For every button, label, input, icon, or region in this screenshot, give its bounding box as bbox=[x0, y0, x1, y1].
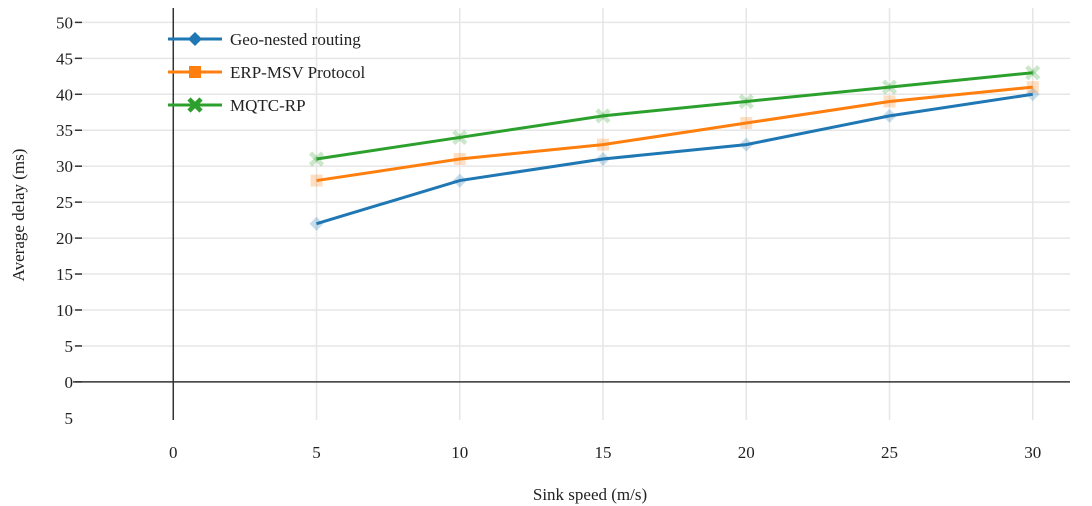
legend: Geo-nested routing ERP-MSV Protocol MQTC-R… bbox=[168, 30, 366, 115]
x-marker-stroke bbox=[1025, 65, 1041, 81]
legend-marker bbox=[187, 97, 203, 113]
x-tick-label: 30 bbox=[1024, 443, 1041, 462]
y-tick-label: 10 bbox=[56, 301, 73, 320]
x-marker-stroke bbox=[881, 79, 898, 95]
y-tick-label: 0 bbox=[65, 373, 74, 392]
data-point bbox=[452, 173, 467, 188]
series-1 bbox=[309, 87, 1040, 231]
data-point bbox=[738, 93, 754, 110]
x-marker-stroke bbox=[1025, 65, 1041, 81]
x-tick-label: 5 bbox=[312, 443, 321, 462]
data-point bbox=[1025, 87, 1040, 102]
x-tick-label: 15 bbox=[595, 443, 612, 462]
x-marker-stroke bbox=[452, 129, 468, 146]
series-3 bbox=[308, 65, 1041, 167]
y-axis-title: Average delay (ms) bbox=[9, 149, 28, 282]
x-axis-title: Sink speed (m/s) bbox=[533, 485, 647, 504]
y-tick-label: 25 bbox=[56, 193, 73, 212]
data-point bbox=[739, 137, 754, 152]
legend-marker bbox=[189, 66, 201, 78]
legend-marker bbox=[188, 32, 202, 46]
y-tick-label: 20 bbox=[56, 229, 73, 248]
x-marker-stroke bbox=[738, 93, 754, 110]
grid bbox=[73, 8, 1070, 420]
y-tick-label: 45 bbox=[56, 49, 73, 68]
data-point bbox=[595, 108, 611, 124]
legend-label: ERP-MSV Protocol bbox=[230, 63, 366, 82]
x-marker-stroke bbox=[187, 97, 203, 113]
x-marker-stroke bbox=[308, 151, 325, 167]
y-tick-label: 15 bbox=[56, 265, 73, 284]
x-marker-stroke bbox=[452, 129, 468, 146]
x-marker-stroke bbox=[738, 93, 754, 110]
x-tick-label: 10 bbox=[451, 443, 468, 462]
y-tick-label: 50 bbox=[56, 13, 73, 32]
series-2 bbox=[310, 81, 1039, 187]
x-marker-stroke bbox=[881, 79, 898, 95]
series-line bbox=[316, 92, 1033, 226]
y-tick-label: 5 bbox=[65, 409, 74, 428]
x-marker-stroke bbox=[308, 151, 325, 167]
y-tick-label: 35 bbox=[56, 121, 73, 140]
y-tick-label: 40 bbox=[56, 85, 73, 104]
legend-label: MQTC-RP bbox=[230, 96, 306, 115]
legend-item-2: ERP-MSV Protocol bbox=[168, 63, 366, 82]
legend-item-1: Geo-nested routing bbox=[168, 30, 361, 49]
data-point bbox=[308, 151, 325, 167]
x-tick-label: 20 bbox=[738, 443, 755, 462]
x-tick-label: 25 bbox=[881, 443, 898, 462]
data-point bbox=[309, 216, 324, 231]
series-layer bbox=[308, 65, 1041, 231]
legend-label: Geo-nested routing bbox=[230, 30, 361, 49]
series-line bbox=[316, 85, 1033, 183]
data-point bbox=[597, 138, 610, 151]
data-point bbox=[883, 95, 896, 108]
data-point bbox=[740, 117, 753, 130]
data-point bbox=[1025, 65, 1041, 81]
x-marker-stroke bbox=[595, 108, 611, 124]
data-point bbox=[452, 129, 468, 146]
y-tick-label: 5 bbox=[65, 337, 74, 356]
data-point bbox=[310, 174, 323, 187]
legend-item-3: MQTC-RP bbox=[168, 96, 306, 115]
data-point bbox=[1026, 81, 1039, 94]
x-tick-label: 0 bbox=[169, 443, 178, 462]
data-point bbox=[596, 151, 611, 166]
data-point bbox=[881, 79, 898, 95]
data-point bbox=[453, 152, 466, 165]
series-line bbox=[316, 71, 1033, 161]
data-point bbox=[882, 108, 897, 123]
y-tick-label: 30 bbox=[56, 157, 73, 176]
x-marker-stroke bbox=[595, 108, 611, 124]
